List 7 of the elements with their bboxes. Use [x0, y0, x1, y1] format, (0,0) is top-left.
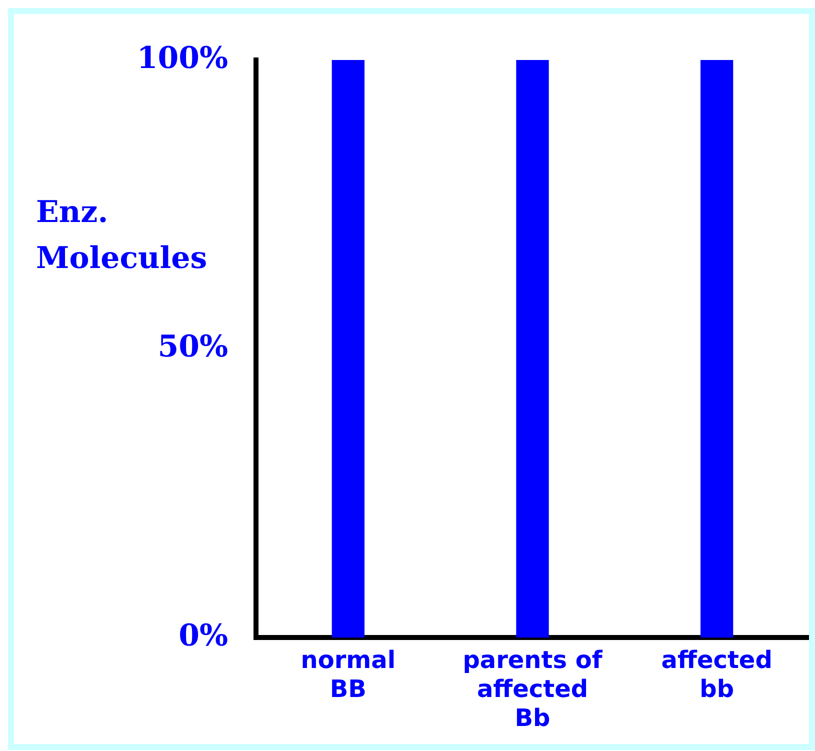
x-tick-label: parents of affected Bb	[462, 646, 603, 732]
x-tick-label: affected bb	[661, 646, 772, 704]
y-tick-label: 100%	[136, 40, 228, 76]
y-tick-label: 50%	[158, 330, 228, 365]
x-tick-label: normal BB	[300, 646, 396, 704]
y-tick-label: 0%	[178, 618, 228, 654]
y-axis-title: Enz. Molecules	[36, 194, 208, 276]
